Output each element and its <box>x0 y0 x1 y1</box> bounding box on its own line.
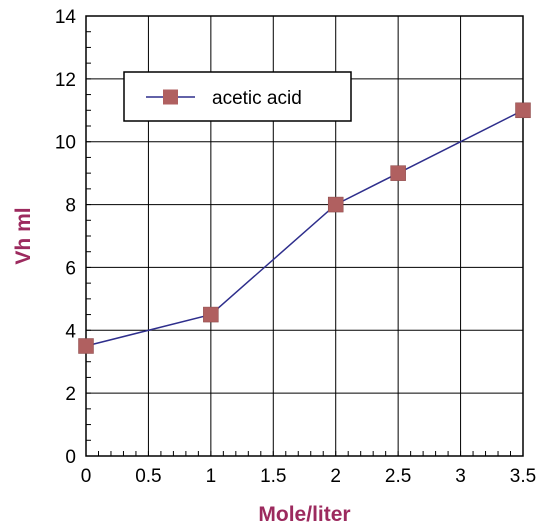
y-tick-label: 6 <box>65 258 76 279</box>
data-point-marker <box>203 306 219 323</box>
minor-ticks <box>85 15 524 457</box>
y-tick-label: 4 <box>65 321 76 342</box>
grid <box>85 15 524 457</box>
x-tick-label: 3.5 <box>510 466 536 487</box>
legend: acetic acid <box>123 71 352 122</box>
y-tick-label: 0 <box>65 447 76 468</box>
x-tick-label: 1 <box>206 466 217 487</box>
data-point-marker <box>78 338 94 354</box>
y-tick-label: 14 <box>55 7 77 28</box>
y-tick-label: 2 <box>65 384 76 405</box>
y-tick-label: 12 <box>55 70 76 91</box>
y-tick-label: 8 <box>65 196 76 217</box>
series-layer <box>78 102 531 354</box>
y-tick-label: 10 <box>55 133 76 154</box>
data-point-marker <box>327 196 344 213</box>
x-tick-label: 3 <box>455 466 466 487</box>
x-axis-title: Mole/liter <box>258 503 350 526</box>
x-tick-label: 1.5 <box>260 466 286 487</box>
legend-marker <box>163 89 178 105</box>
plot-frame <box>85 15 524 457</box>
data-point-marker <box>515 102 531 119</box>
legend-label: acetic acid <box>212 88 302 109</box>
y-tick-labels: 0 2 4 6 8 10 12 14 <box>55 7 77 468</box>
data-point-marker <box>390 165 406 181</box>
x-tick-label: 2 <box>330 466 341 487</box>
x-tick-label: 0.5 <box>135 466 161 487</box>
series-line <box>85 109 524 347</box>
y-axis-title: Vh ml <box>12 207 35 264</box>
x-tick-label: 0 <box>81 466 92 487</box>
x-tick-label: 2.5 <box>385 466 411 487</box>
x-tick-labels: 0 0.5 1 1.5 2 2.5 3 3.5 <box>81 466 537 487</box>
